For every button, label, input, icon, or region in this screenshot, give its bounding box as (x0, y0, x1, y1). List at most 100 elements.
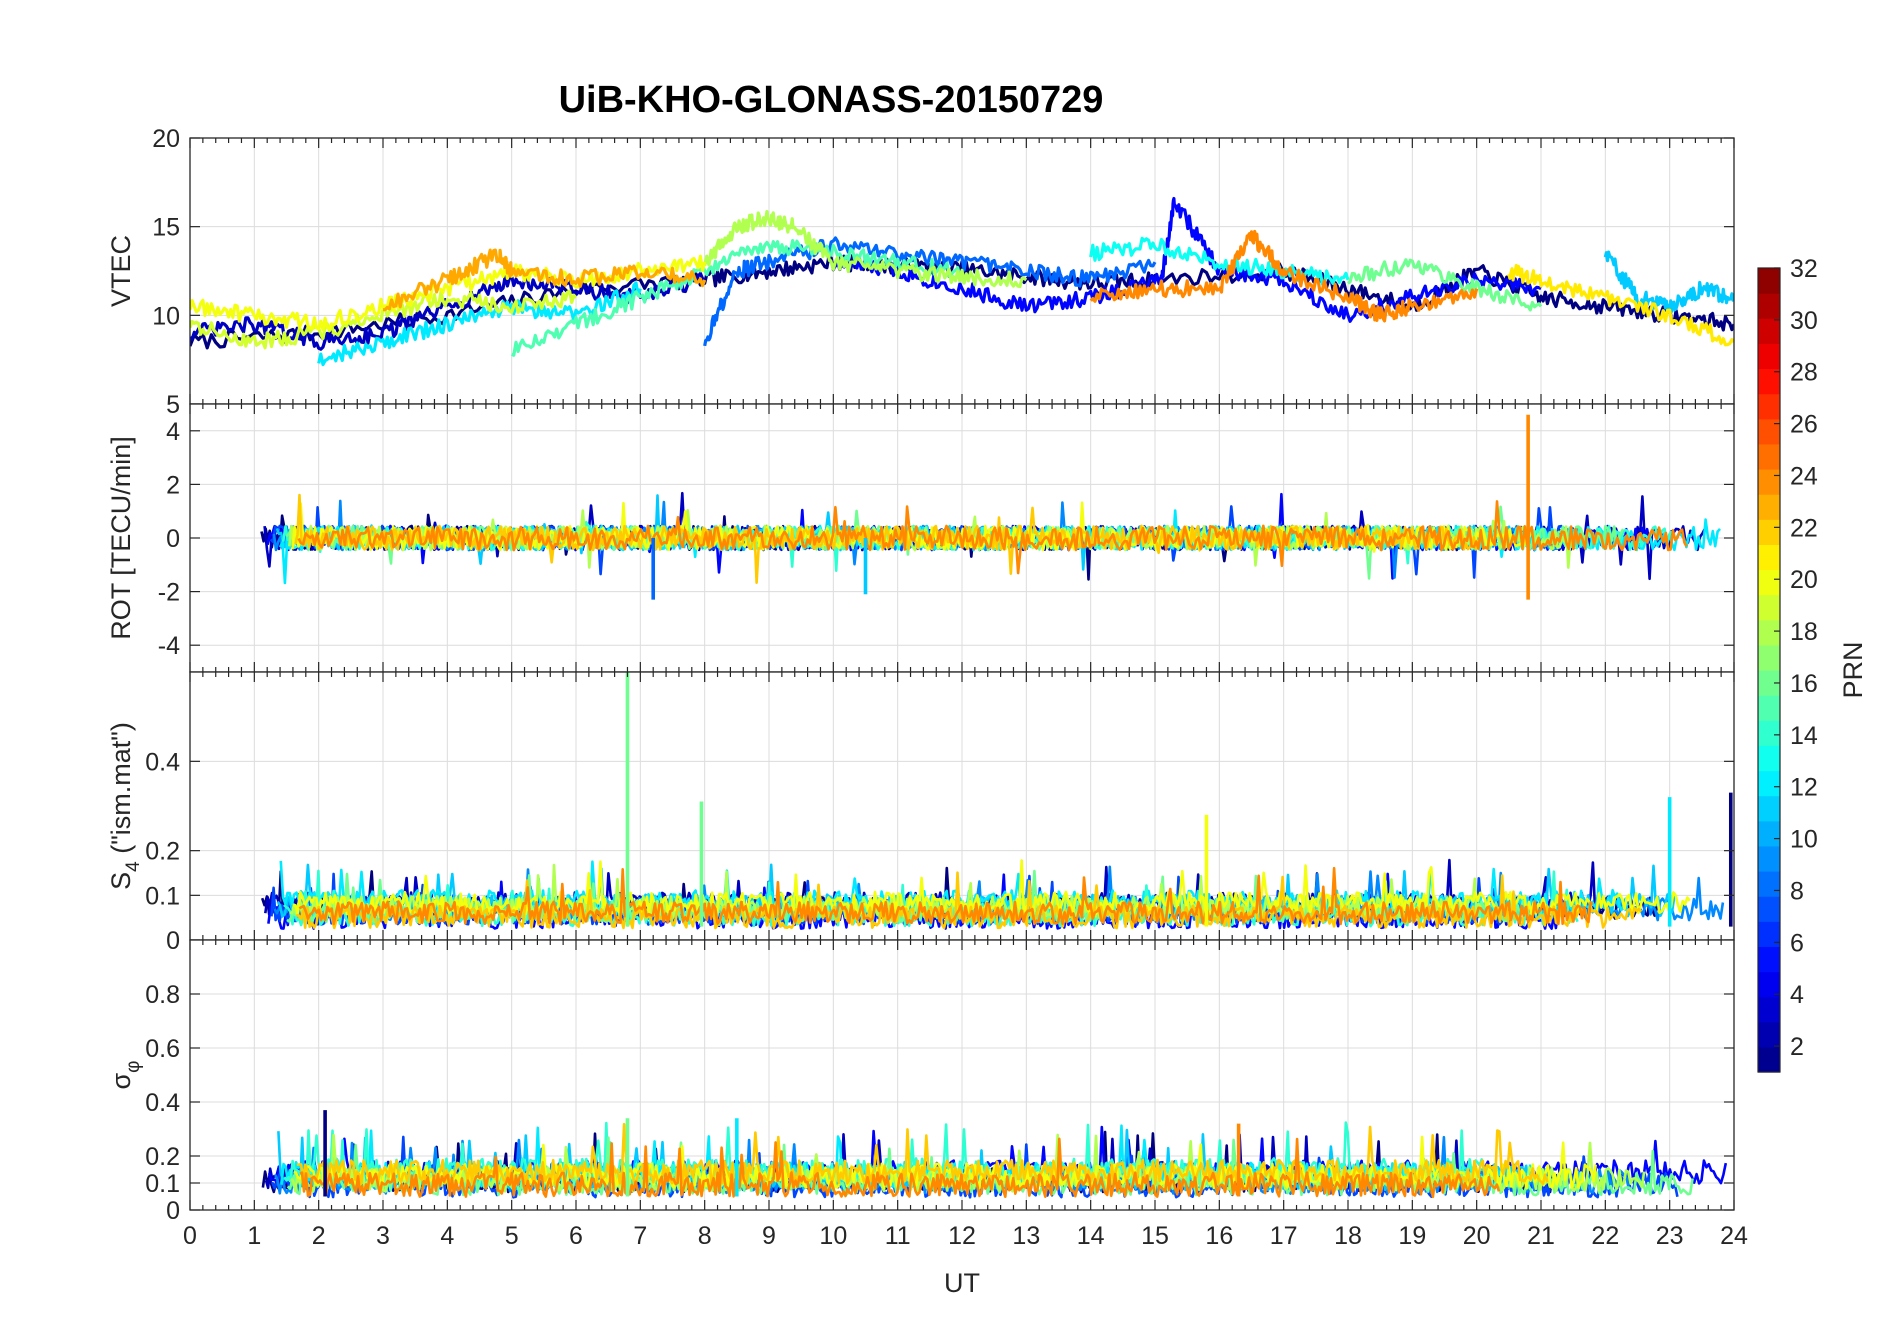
colorbar-band (1758, 318, 1780, 344)
colorbar-band (1758, 293, 1780, 319)
x-tick-label: 9 (762, 1222, 776, 1250)
x-tick-label: 16 (1205, 1222, 1233, 1250)
y-tick-label: 10 (152, 302, 180, 330)
colorbar-band (1758, 368, 1780, 395)
colorbar-tick-label: 20 (1790, 566, 1818, 594)
colorbar-tick-label: 26 (1790, 411, 1818, 439)
x-tick-label: 12 (948, 1222, 976, 1250)
colorbar-tick-label: 22 (1790, 514, 1818, 542)
series-line-prn-24 (298, 866, 1594, 926)
x-tick-label: 21 (1527, 1222, 1555, 1250)
y-tick-label: 4 (166, 418, 180, 446)
x-tick-label: 11 (885, 1222, 911, 1250)
y-tick-label: -4 (158, 632, 180, 660)
colorbar-band (1758, 544, 1780, 571)
series-line-prn-13 (1089, 236, 1350, 286)
y-tick-label: 5 (166, 391, 180, 419)
colorbar-band (1758, 418, 1780, 445)
colorbar-tick-label: 6 (1790, 929, 1804, 957)
series-line-prn-18 (703, 210, 1028, 289)
y-tick-label: 0.2 (145, 1143, 180, 1171)
colorbar-band (1758, 845, 1780, 872)
y-tick-label: 0.2 (145, 838, 180, 866)
y-tick-label: 15 (152, 214, 180, 242)
colorbar-tick-label: 14 (1790, 722, 1818, 750)
x-tick-label: 2 (312, 1222, 326, 1250)
series-line-prn-24 (299, 1137, 1501, 1199)
colorbar-band (1758, 745, 1780, 772)
colorbar-label: PRN (1838, 641, 1868, 698)
colorbar-band (1758, 569, 1780, 596)
colorbar-band (1758, 770, 1780, 797)
series-line-prn-12 (317, 281, 642, 367)
colorbar-tick-label: 24 (1790, 462, 1818, 490)
x-tick-label: 15 (1141, 1222, 1169, 1250)
x-tick-label: 20 (1463, 1222, 1491, 1250)
colorbar-band (1758, 795, 1780, 822)
y-tick-label: 0 (166, 927, 180, 955)
y-tick-label: 0 (166, 525, 180, 553)
colorbar-band (1758, 996, 1780, 1023)
x-tick-label: 24 (1720, 1222, 1748, 1250)
colorbar-band (1758, 1021, 1780, 1048)
series-line-prn-16 (1346, 258, 1543, 312)
colorbar-band (1758, 268, 1780, 294)
series-line-prn-21 (1507, 263, 1734, 347)
colorbar-tick-label: 28 (1790, 359, 1818, 387)
colorbar-band (1758, 494, 1780, 520)
colorbar-tick-label: 10 (1790, 826, 1818, 854)
series-line-prn-20 (190, 254, 707, 332)
colorbar-band (1758, 443, 1780, 470)
colorbar-band (1758, 946, 1780, 973)
panel-s4: 0 0.1 0.2 0.4S4 ("ism.mat") (106, 671, 1735, 955)
series-line-prn-23 (382, 248, 707, 312)
series-line-prn-20 (293, 859, 1691, 916)
colorbar-band (1758, 469, 1780, 495)
colorbar-band (1758, 594, 1780, 621)
series-line-prn-22 (295, 871, 1643, 930)
x-axis: UT 0 1 2 3 4 5 6 7 8 9 10 11 12 13 14 15 16 17 18 19 20 21 22 2… (183, 1222, 1748, 1298)
colorbar-tick-label: 2 (1790, 1033, 1804, 1061)
panel-rot: -4 -2 0 2 4 ROT [TECU/min] (106, 403, 1735, 673)
x-tick-label: 8 (698, 1222, 712, 1250)
colorbar-band (1758, 1046, 1780, 1073)
plot-area (190, 196, 1734, 367)
colorbar-band (1758, 343, 1780, 370)
plot-area (260, 672, 1733, 930)
x-tick-label: 1 (247, 1222, 261, 1250)
colorbar-tick-label: 16 (1790, 670, 1818, 698)
colorbar-band (1758, 393, 1780, 420)
colorbar-band (1758, 921, 1780, 947)
x-tick-label: 7 (633, 1222, 647, 1250)
x-tick-label: 5 (505, 1222, 519, 1250)
series-line-prn-15 (511, 239, 964, 357)
x-tick-label: 0 (183, 1222, 197, 1250)
y-tick-label: 0.6 (145, 1035, 180, 1063)
x-tick-label: 10 (819, 1222, 847, 1250)
x-tick-label: 6 (569, 1222, 583, 1250)
colorbar-band (1758, 619, 1780, 646)
y-tick-label: 0.4 (145, 748, 180, 776)
y-axis-label: σφ (106, 1061, 144, 1090)
colorbar-tick-label: 12 (1790, 774, 1818, 802)
series-line-prn-24 (297, 500, 1688, 575)
y-tick-label: -2 (158, 579, 180, 607)
colorbar-frame (1757, 267, 1781, 1073)
colorbar-tick-label: 4 (1790, 981, 1804, 1009)
x-tick-label: 13 (1012, 1222, 1040, 1250)
series-line-prn-5 (833, 196, 1542, 323)
series-line-prn-24 (1089, 229, 1479, 323)
y-tick-label: 0.1 (145, 882, 180, 910)
colorbar-tick-label: 8 (1790, 877, 1804, 905)
y-tick-label: 0.1 (145, 1170, 180, 1198)
colorbar-band (1758, 720, 1780, 746)
plot-area (261, 1110, 1728, 1199)
colorbar-band (1758, 519, 1780, 545)
colorbar-band (1758, 695, 1780, 721)
y-axis-label: S4 ("ism.mat") (106, 722, 144, 890)
x-tick-label: 18 (1334, 1222, 1362, 1250)
